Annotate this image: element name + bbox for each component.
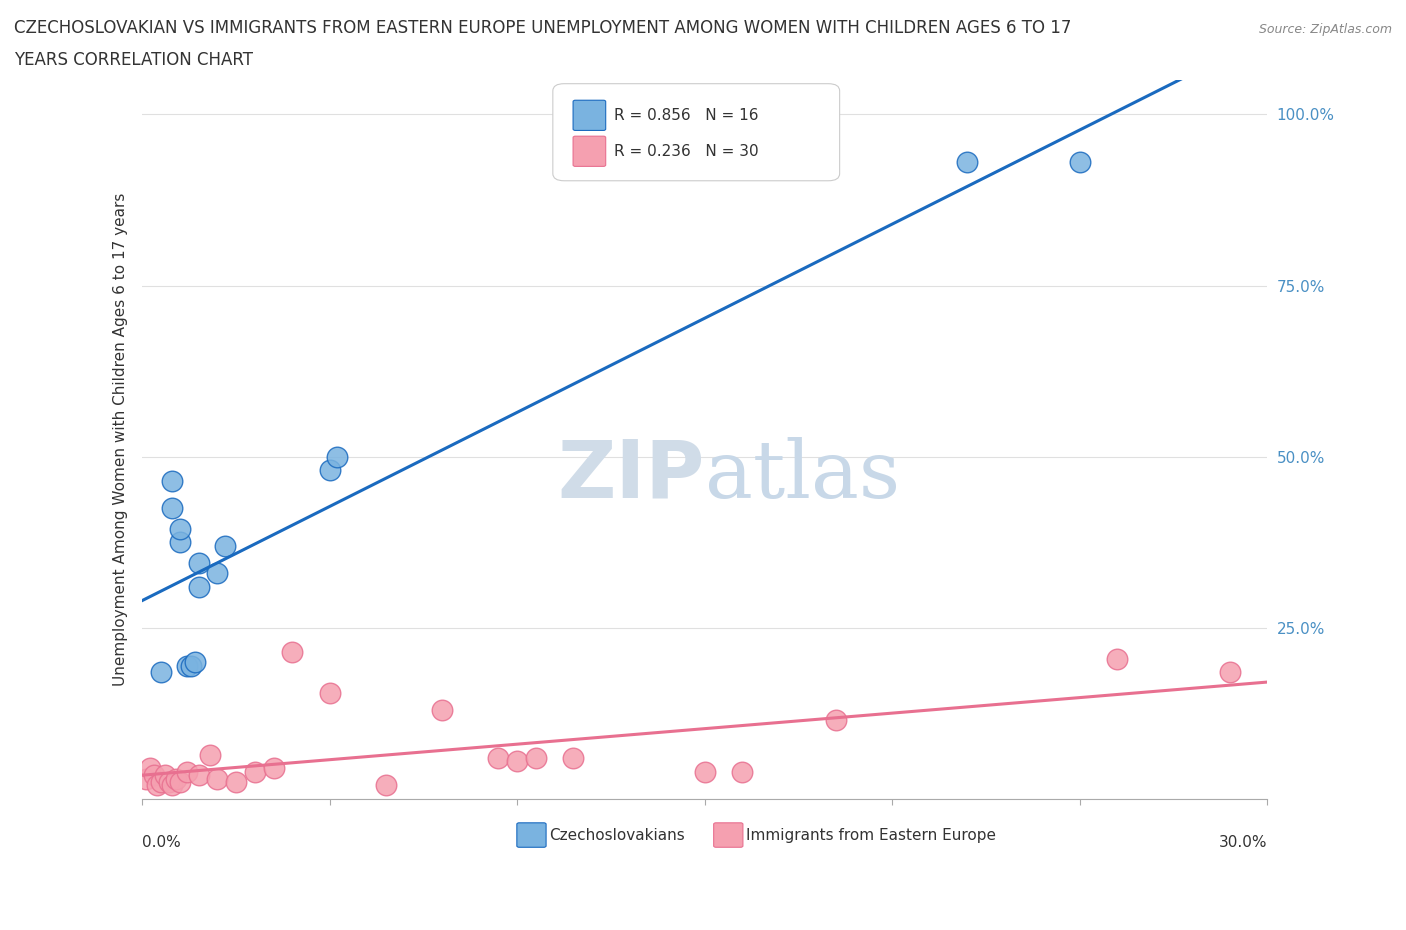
Text: ZIP: ZIP <box>557 436 704 514</box>
Text: 30.0%: 30.0% <box>1219 835 1267 850</box>
Point <box>207 771 229 786</box>
Point <box>150 775 173 790</box>
Point <box>153 767 176 782</box>
Point <box>375 778 398 793</box>
Point <box>187 579 209 594</box>
Text: YEARS CORRELATION CHART: YEARS CORRELATION CHART <box>14 51 253 69</box>
Point <box>432 703 454 718</box>
Point <box>731 764 754 779</box>
Text: CZECHOSLOVAKIAN VS IMMIGRANTS FROM EASTERN EUROPE UNEMPLOYMENT AMONG WOMEN WITH : CZECHOSLOVAKIAN VS IMMIGRANTS FROM EASTE… <box>14 19 1071 36</box>
Point <box>956 154 979 169</box>
Point <box>150 665 173 680</box>
Point <box>214 538 236 553</box>
Point <box>157 775 180 790</box>
Point <box>169 535 191 550</box>
Point <box>693 764 716 779</box>
Point <box>1107 651 1129 666</box>
FancyBboxPatch shape <box>517 823 546 847</box>
Point <box>162 778 184 793</box>
Point <box>180 658 202 673</box>
Point <box>524 751 547 765</box>
Point <box>169 775 191 790</box>
Text: Source: ZipAtlas.com: Source: ZipAtlas.com <box>1258 23 1392 36</box>
Point <box>187 767 209 782</box>
Text: Czechoslovakians: Czechoslovakians <box>550 828 685 843</box>
Point <box>225 775 247 790</box>
Point <box>243 764 266 779</box>
Point <box>319 463 342 478</box>
Point <box>142 767 165 782</box>
Y-axis label: Unemployment Among Women with Children Ages 6 to 17 years: Unemployment Among Women with Children A… <box>114 193 128 686</box>
Point <box>165 771 187 786</box>
Text: atlas: atlas <box>704 436 900 514</box>
Point <box>281 644 304 659</box>
Point <box>169 521 191 536</box>
Point <box>1069 154 1091 169</box>
Point <box>146 778 169 793</box>
Text: R = 0.236   N = 30: R = 0.236 N = 30 <box>613 144 758 159</box>
Point <box>176 658 198 673</box>
FancyBboxPatch shape <box>574 100 606 130</box>
FancyBboxPatch shape <box>553 84 839 180</box>
Point <box>184 655 207 670</box>
Text: Immigrants from Eastern Europe: Immigrants from Eastern Europe <box>747 828 997 843</box>
Point <box>135 771 157 786</box>
Text: 0.0%: 0.0% <box>142 835 181 850</box>
Point <box>176 764 198 779</box>
Text: R = 0.856   N = 16: R = 0.856 N = 16 <box>613 108 758 123</box>
FancyBboxPatch shape <box>574 136 606 166</box>
Point <box>825 713 848 728</box>
Point <box>187 555 209 570</box>
Point <box>162 500 184 515</box>
Point <box>506 754 529 769</box>
Point <box>263 761 285 776</box>
Point <box>562 751 585 765</box>
Point <box>198 747 221 762</box>
Point <box>488 751 510 765</box>
Point <box>207 565 229 580</box>
Point <box>139 761 162 776</box>
Point <box>319 685 342 700</box>
Point <box>326 449 349 464</box>
FancyBboxPatch shape <box>714 823 742 847</box>
Point <box>162 473 184 488</box>
Point <box>1218 665 1240 680</box>
